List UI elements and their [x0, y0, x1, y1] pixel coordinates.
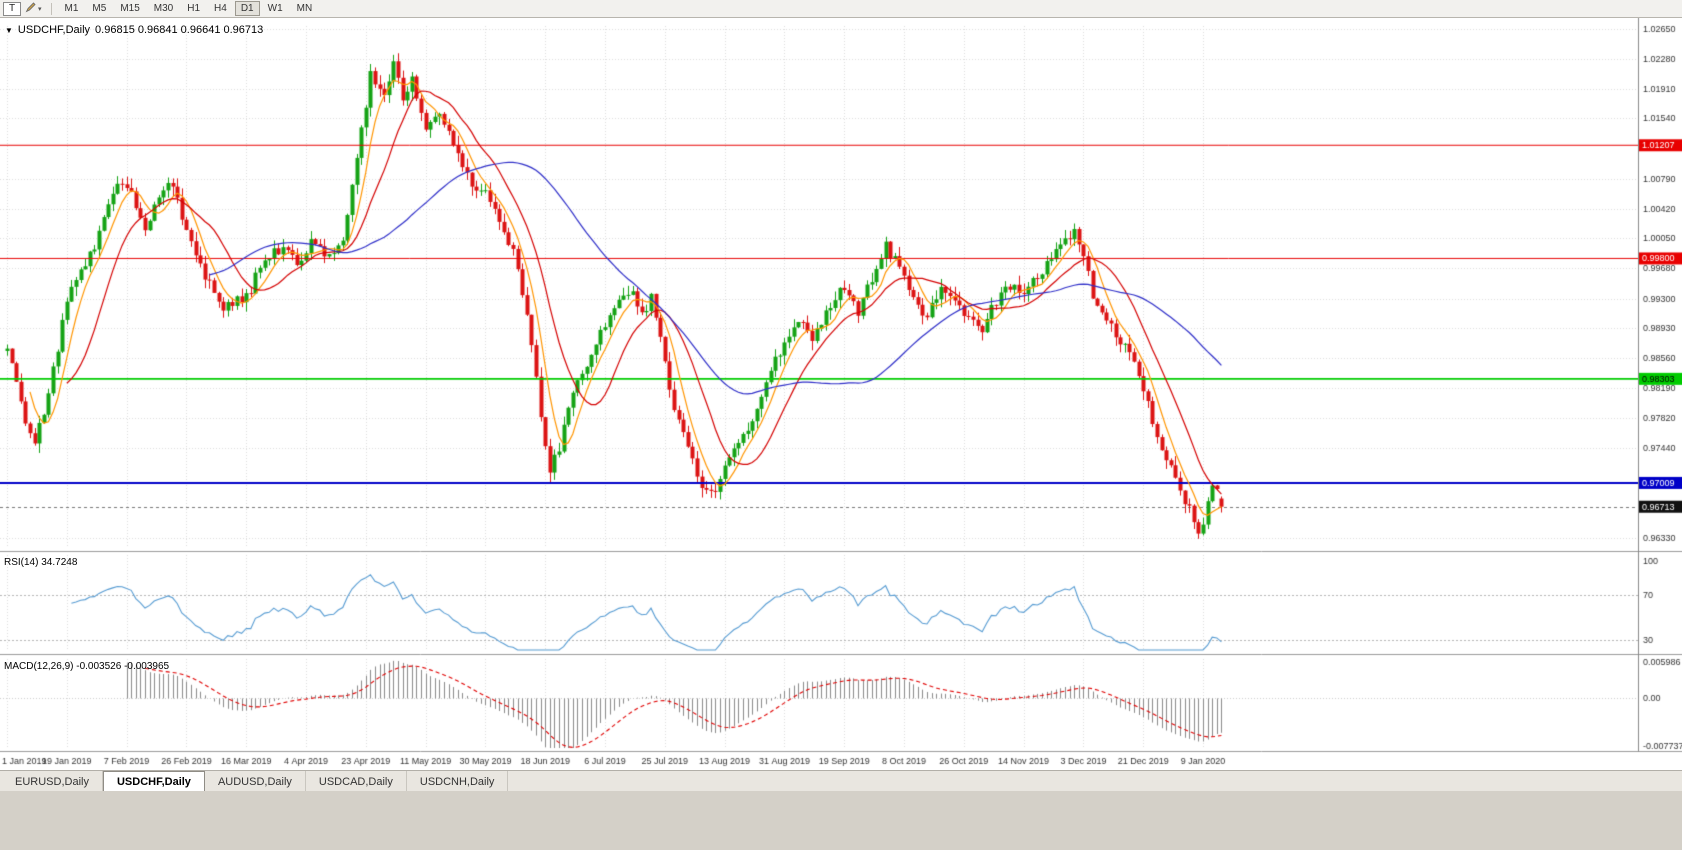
- timeframe-m30-button[interactable]: M30: [148, 1, 179, 16]
- macd-indicator-label: MACD(12,26,9) -0.003526 -0.003965: [4, 661, 170, 672]
- price-chart-canvas[interactable]: [0, 18, 1682, 770]
- tab-eurusd-daily[interactable]: EURUSD,Daily: [2, 771, 103, 791]
- chevron-down-icon: ▾: [38, 5, 42, 13]
- timeframe-mn-button[interactable]: MN: [291, 1, 319, 16]
- timeframe-d1-button[interactable]: D1: [234, 1, 260, 16]
- symbol-dropdown-icon[interactable]: ▼: [5, 25, 13, 35]
- window-bottom-fill: [0, 791, 1682, 850]
- pencil-icon: [25, 0, 37, 18]
- chart-symbol-label: USDCHF,Daily: [17, 24, 91, 36]
- chart-area: ▼ USDCHF,Daily 0.96815 0.96841 0.96641 0…: [0, 18, 1682, 770]
- tab-usdcnh-daily[interactable]: USDCNH,Daily: [407, 771, 509, 791]
- toolbar: T ▾ M1 M5 M15 M30 H1 H4 D1 W1 MN: [0, 0, 1682, 18]
- chart-ohlc-title: ▼ USDCHF,Daily 0.96815 0.96841 0.96641 0…: [5, 24, 263, 36]
- tab-usdchf-daily[interactable]: USDCHF,Daily: [102, 771, 205, 791]
- chart-ohlc-values: 0.96815 0.96841 0.96641 0.96713: [95, 24, 264, 36]
- tab-audusd-daily[interactable]: AUDUSD,Daily: [205, 771, 306, 791]
- rsi-indicator-label: RSI(14) 34.7248: [4, 557, 78, 568]
- timeframe-m1-button[interactable]: M1: [59, 1, 85, 16]
- timeframe-m15-button[interactable]: M15: [114, 1, 145, 16]
- toolbar-separator: [50, 2, 52, 15]
- chart-tabbar: EURUSD,Daily USDCHF,Daily AUDUSD,Daily U…: [0, 770, 1682, 791]
- timeframe-h1-button[interactable]: H1: [181, 1, 206, 16]
- timeframe-m5-button[interactable]: M5: [86, 1, 112, 16]
- timeframe-h4-button[interactable]: H4: [208, 1, 233, 16]
- draw-tools-button[interactable]: ▾: [23, 0, 44, 18]
- timeframe-w1-button[interactable]: W1: [262, 1, 289, 16]
- cursor-tool-button[interactable]: T: [3, 1, 21, 16]
- tab-usdcad-daily[interactable]: USDCAD,Daily: [306, 771, 407, 791]
